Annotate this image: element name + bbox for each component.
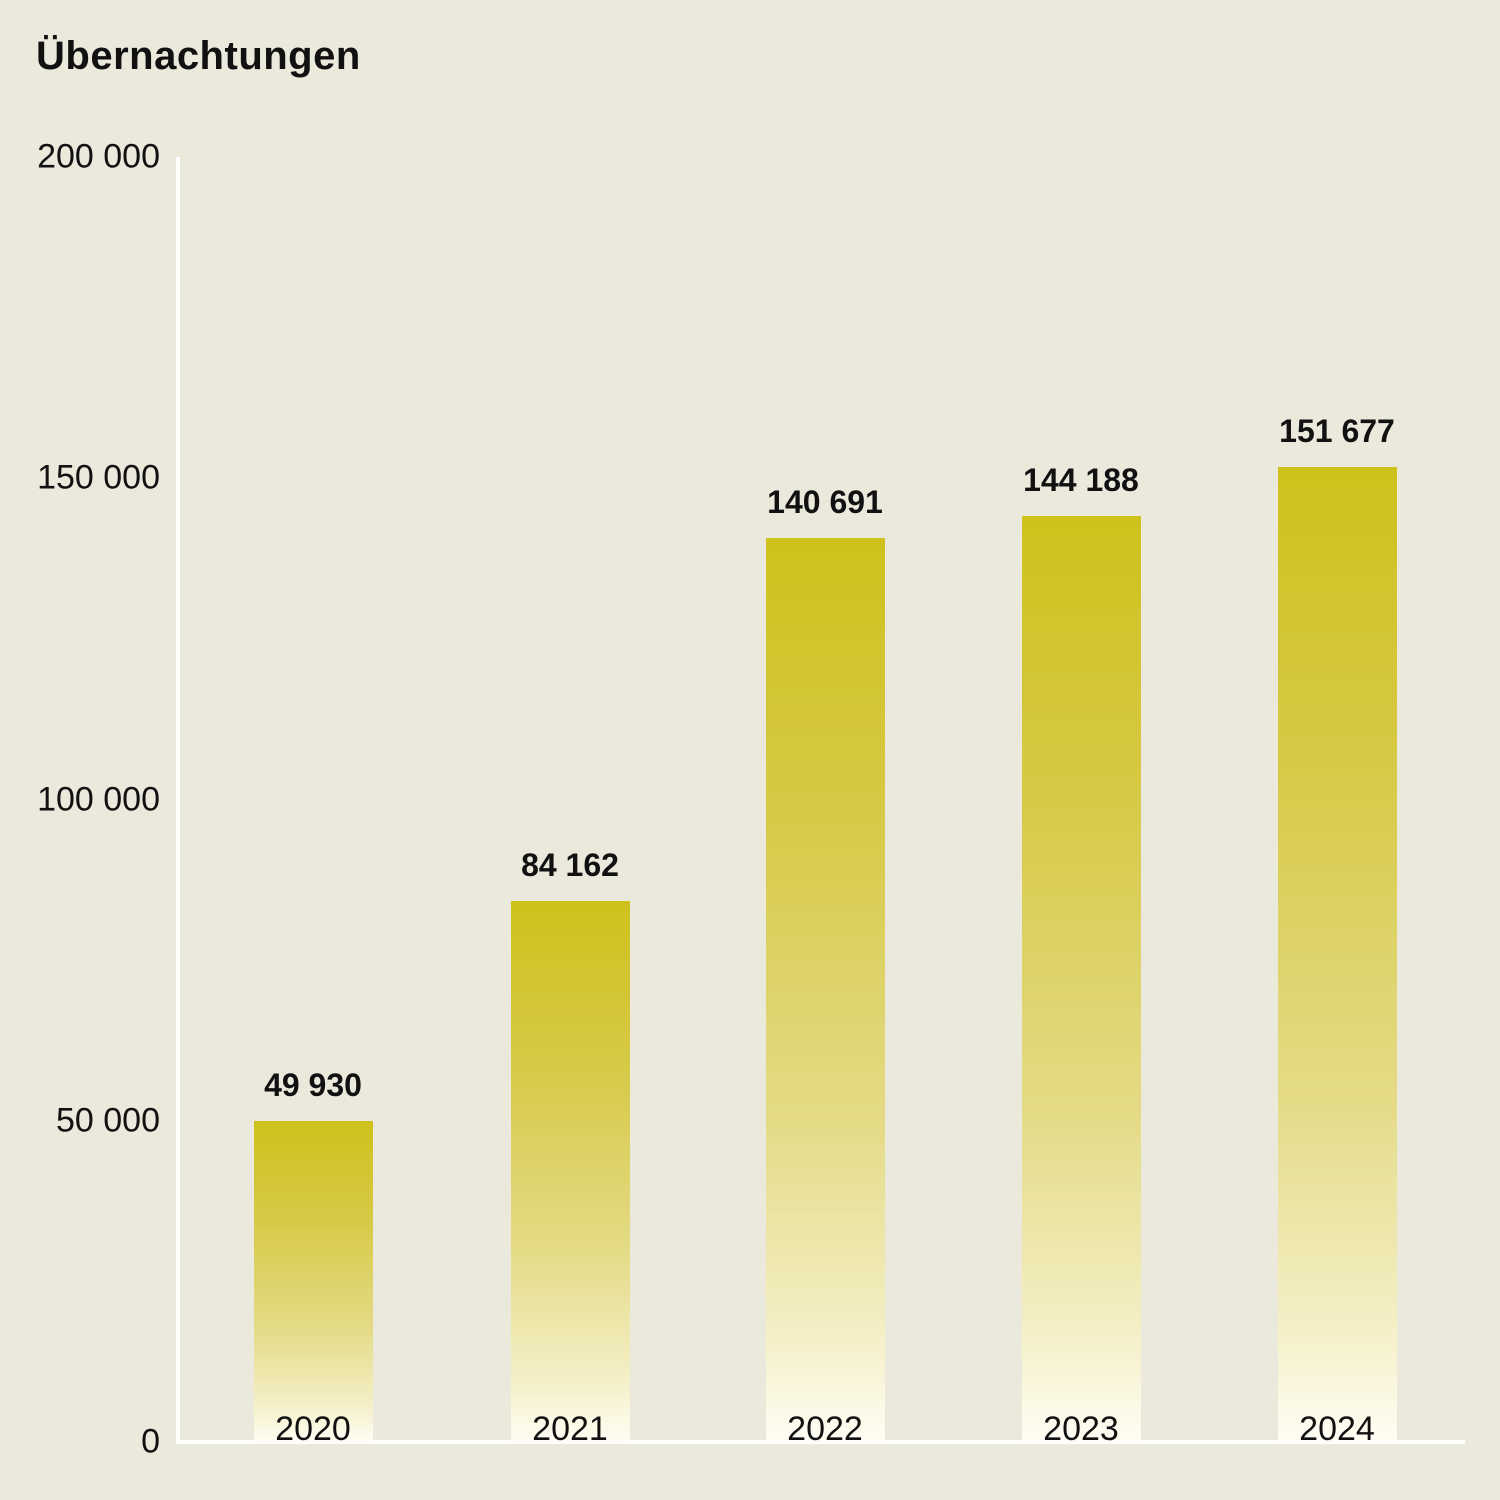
y-axis-line (176, 157, 180, 1444)
bar-value-label: 151 677 (1279, 413, 1395, 450)
y-tick-label: 50 000 (56, 1101, 160, 1140)
y-tick-label: 200 000 (37, 137, 160, 176)
bar-2024 (1278, 467, 1397, 1442)
x-tick-label: 2022 (787, 1410, 863, 1448)
bar-2021 (511, 901, 630, 1442)
chart-title: Übernachtungen (36, 34, 361, 78)
bar-value-label: 140 691 (767, 484, 883, 521)
bar-2023 (1022, 515, 1141, 1442)
bar-2022 (766, 538, 885, 1442)
x-tick-label: 2020 (275, 1410, 351, 1448)
y-tick-label: 150 000 (37, 458, 160, 497)
y-tick-label: 100 000 (37, 780, 160, 819)
bar-value-label: 49 930 (264, 1067, 362, 1104)
x-tick-label: 2023 (1043, 1410, 1119, 1448)
y-tick-label: 0 (141, 1422, 160, 1461)
x-tick-label: 2024 (1299, 1410, 1375, 1448)
bar-2020 (254, 1121, 373, 1442)
x-tick-label: 2021 (532, 1410, 608, 1448)
x-axis-line (176, 1440, 1465, 1444)
bar-value-label: 144 188 (1023, 461, 1139, 498)
bar-value-label: 84 162 (521, 847, 619, 884)
